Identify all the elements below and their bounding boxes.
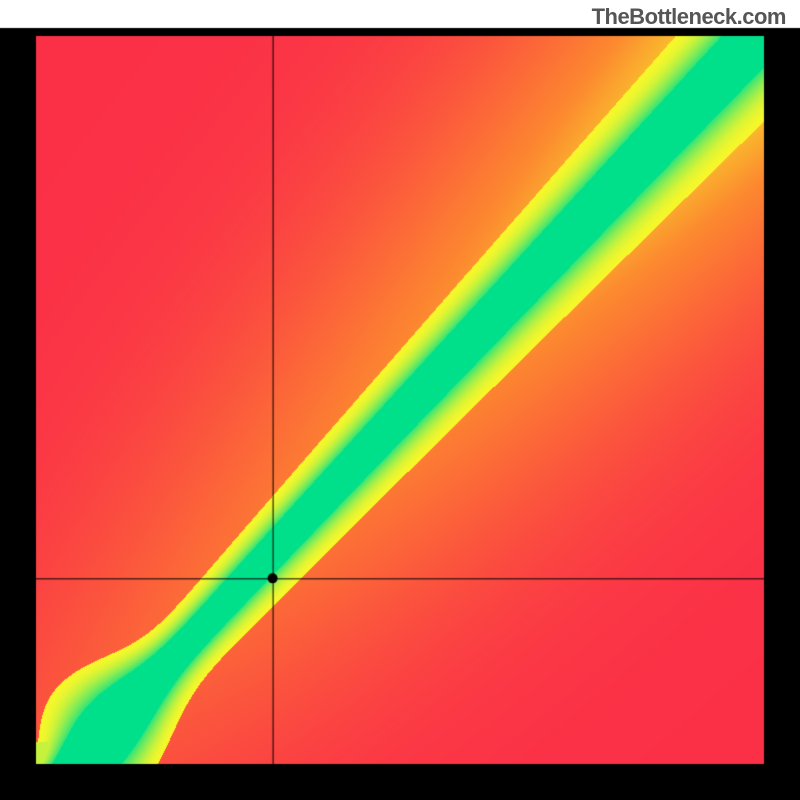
bottleneck-heatmap	[0, 0, 800, 800]
chart-container: TheBottleneck.com	[0, 0, 800, 800]
watermark-text: TheBottleneck.com	[592, 4, 786, 30]
